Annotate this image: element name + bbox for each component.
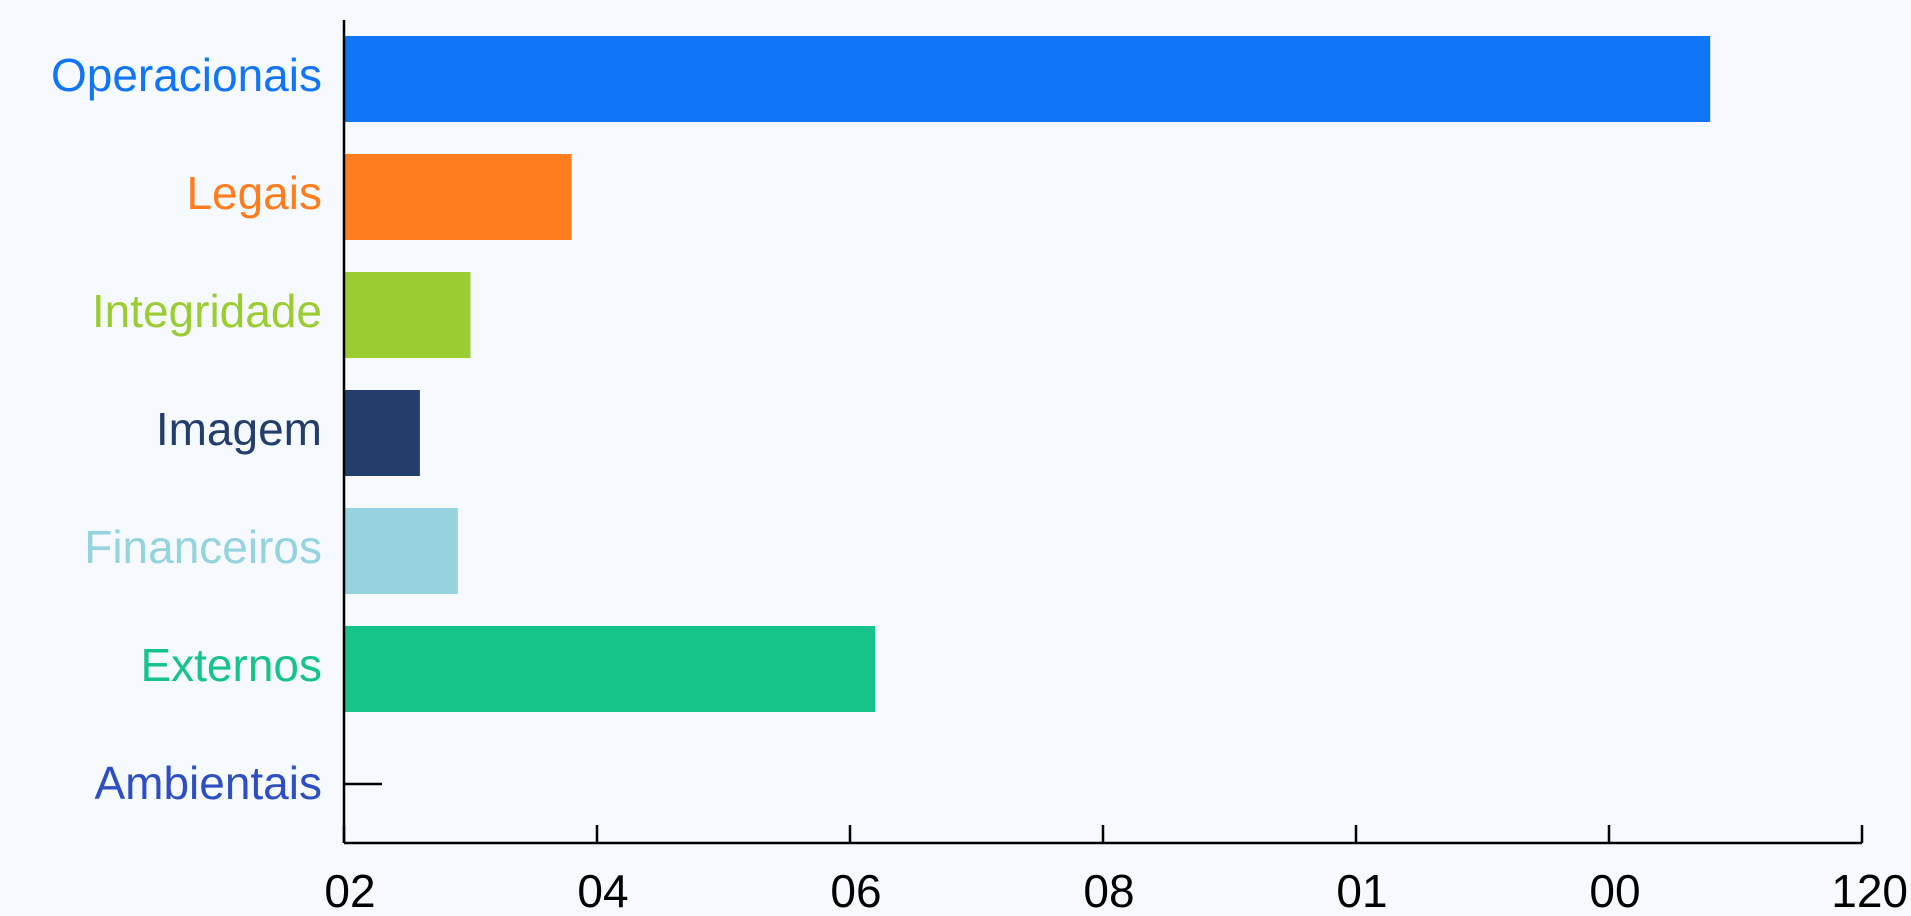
category-label: Financeiros <box>84 521 322 573</box>
category-label: Externos <box>140 639 322 691</box>
category-label: Integridade <box>92 285 322 337</box>
x-tick-label: 01 <box>1336 865 1387 916</box>
category-label: Ambientais <box>94 757 322 809</box>
x-tick-label: 02 <box>324 865 375 916</box>
bar <box>344 390 420 476</box>
category-label: Legais <box>186 167 322 219</box>
x-tick-label: 06 <box>830 865 881 916</box>
category-label: Imagem <box>156 403 322 455</box>
x-tick-label: 04 <box>577 865 628 916</box>
bar <box>344 626 876 712</box>
bar <box>344 36 1711 122</box>
x-tick-label: 120 <box>1831 865 1908 916</box>
bar <box>344 272 471 358</box>
category-labels: Operacionais Legais Integridade Imagem Finan… <box>51 49 322 809</box>
bars-layer <box>344 36 1711 786</box>
x-tick-label: 00 <box>1589 865 1640 916</box>
bar <box>344 154 572 240</box>
x-axis: 02 04 06 08 01 00 120 <box>324 20 1908 916</box>
bar <box>344 508 458 594</box>
x-tick-label: 08 <box>1083 865 1134 916</box>
category-label: Operacionais <box>51 49 322 101</box>
